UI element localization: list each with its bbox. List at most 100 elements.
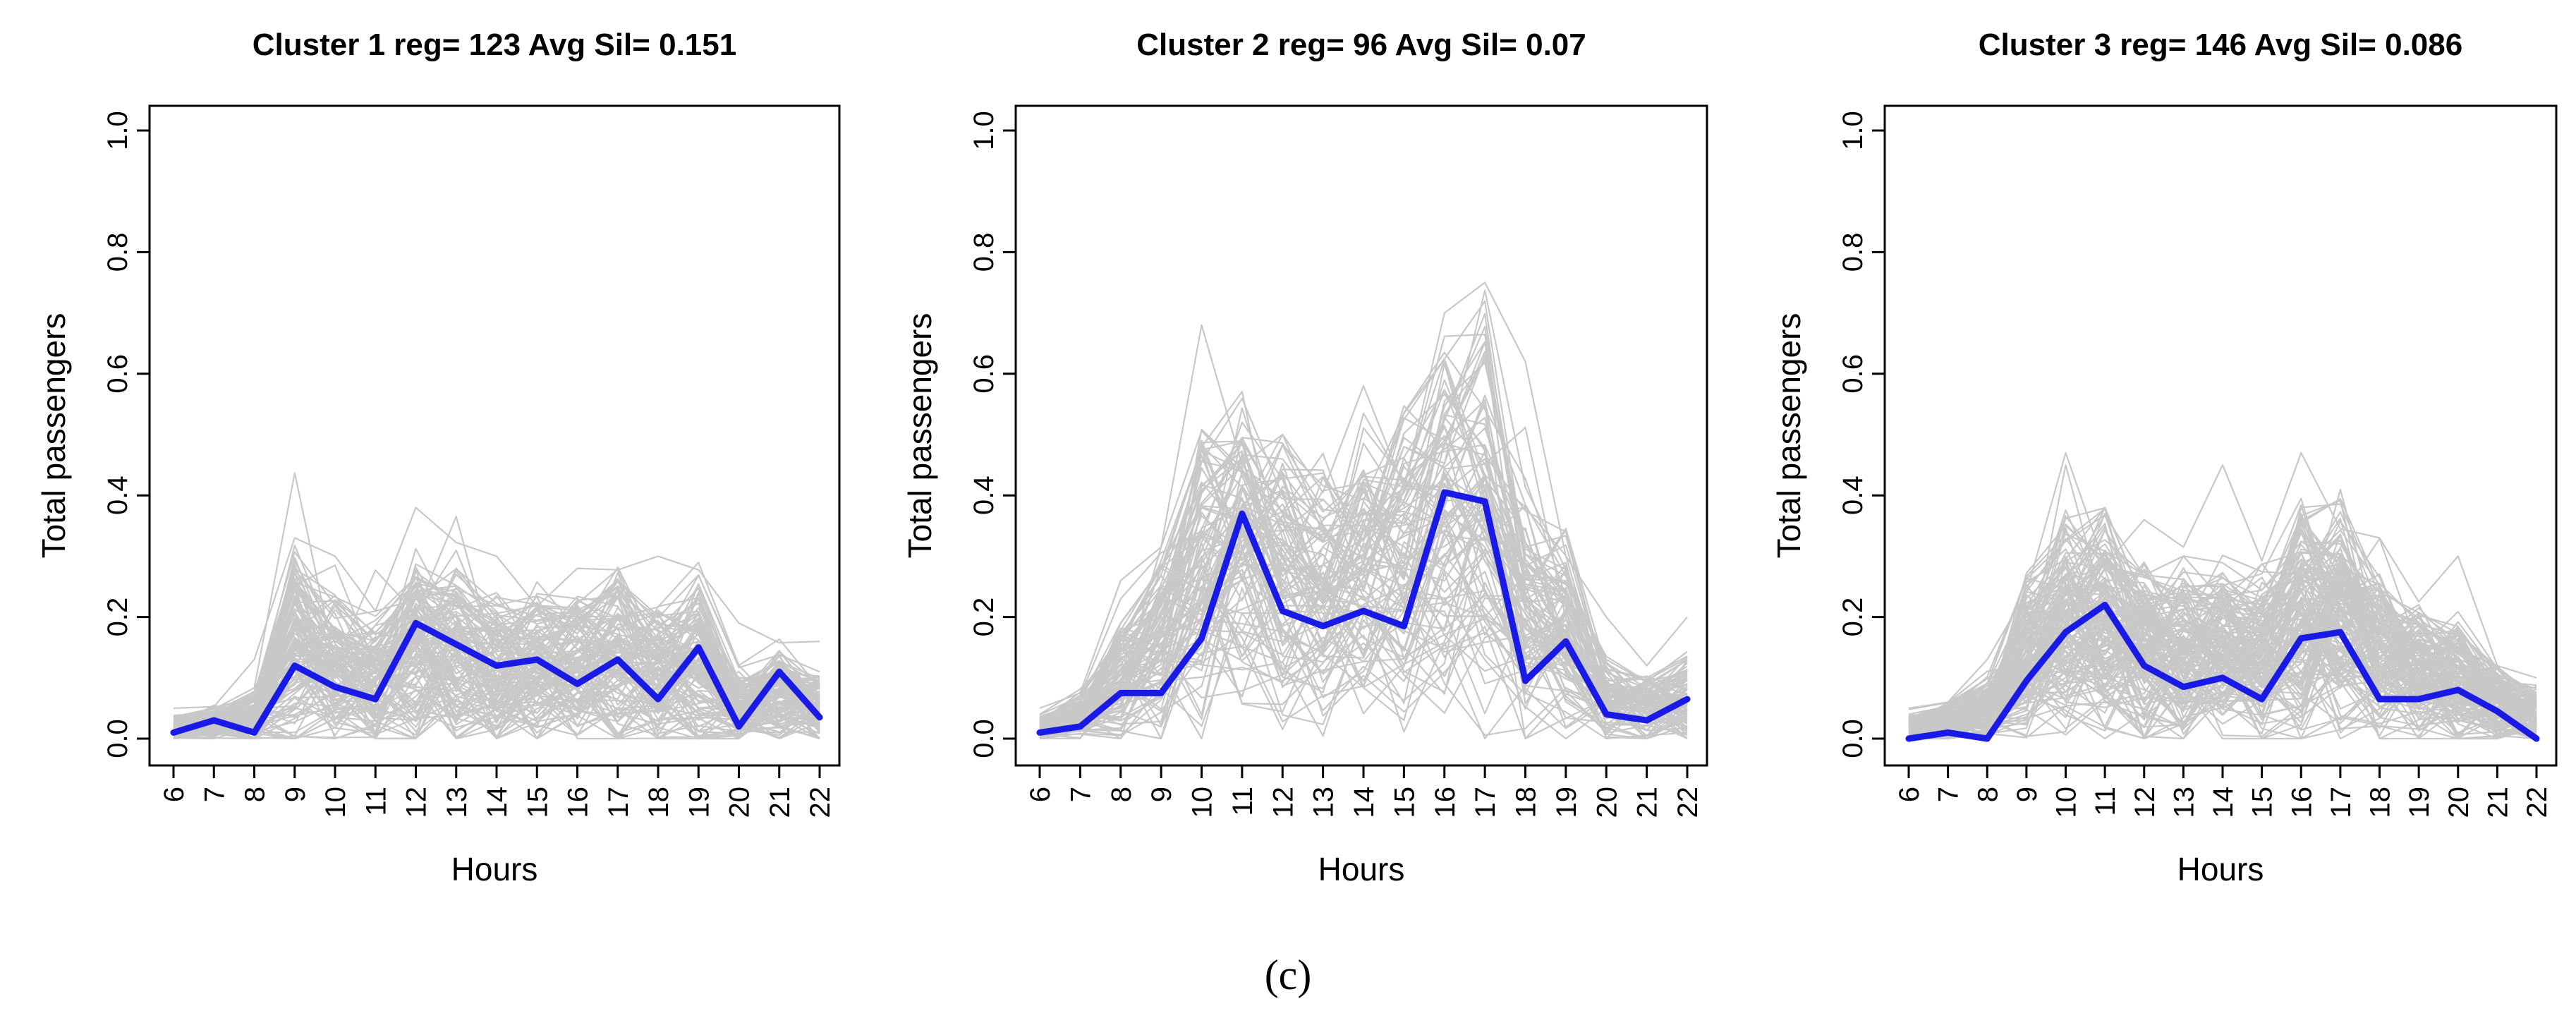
member-profile-line bbox=[1908, 593, 2537, 740]
member-profile-line bbox=[1039, 528, 1688, 735]
x-tick-label: 17 bbox=[603, 787, 634, 818]
x-tick-label: 12 bbox=[2130, 787, 2161, 818]
member-profile-line bbox=[1039, 483, 1688, 733]
x-tick-label: 11 bbox=[1227, 787, 1258, 816]
x-tick-label: 7 bbox=[199, 787, 230, 802]
y-tick-label: 1.0 bbox=[968, 111, 1000, 150]
x-tick-label: 9 bbox=[2012, 787, 2043, 802]
mean-line bbox=[170, 619, 823, 736]
x-tick-label: 7 bbox=[1933, 787, 1964, 802]
member-profile-line bbox=[1039, 425, 1688, 729]
x-tick-label: 18 bbox=[643, 787, 674, 818]
x-tick-label: 15 bbox=[1389, 787, 1420, 818]
member-profile-line bbox=[1908, 464, 2537, 710]
x-tick-label: 8 bbox=[240, 787, 271, 802]
member-profile-line bbox=[173, 663, 820, 740]
y-tick-label: 0.8 bbox=[102, 233, 133, 272]
member-profile-line bbox=[1039, 405, 1688, 725]
member-profile-line bbox=[173, 564, 820, 720]
y-tick-label: 0.0 bbox=[968, 719, 1000, 758]
member-profile-line bbox=[1908, 643, 2537, 740]
y-tick-label: 0.0 bbox=[102, 719, 133, 758]
x-tick-label: 11 bbox=[360, 787, 391, 816]
member-profile-line bbox=[1908, 586, 2537, 734]
x-tick-label: 16 bbox=[2286, 787, 2317, 818]
x-tick-label: 14 bbox=[2208, 787, 2239, 818]
y-tick-label: 0.0 bbox=[1837, 719, 1869, 758]
y-tick-label: 0.6 bbox=[1837, 354, 1869, 394]
member-profile-line bbox=[1039, 444, 1688, 731]
x-tick-label: 14 bbox=[482, 787, 513, 818]
member-profile-line bbox=[1908, 452, 2537, 709]
x-tick-label: 17 bbox=[2326, 787, 2357, 818]
y-tick-label: 0.4 bbox=[102, 475, 133, 515]
x-tick-label: 20 bbox=[2443, 787, 2474, 818]
x-tick-label: 10 bbox=[320, 787, 351, 818]
member-profile-line bbox=[1908, 558, 2537, 728]
member-profile-line bbox=[1039, 281, 1688, 709]
x-tick-label: 21 bbox=[765, 787, 796, 818]
x-tick-label: 15 bbox=[522, 787, 553, 818]
mean-line bbox=[1036, 489, 1691, 736]
member-profile-line bbox=[1039, 394, 1688, 725]
background-profiles bbox=[1039, 281, 1688, 740]
x-tick-label: 7 bbox=[1065, 787, 1096, 802]
y-tick-label: 0.6 bbox=[102, 354, 133, 394]
member-profile-line bbox=[1908, 598, 2537, 733]
x-tick-label: 12 bbox=[1268, 787, 1299, 818]
member-profile-line bbox=[1908, 580, 2537, 739]
y-tick-label: 0.2 bbox=[1837, 598, 1869, 637]
member-profile-line bbox=[1908, 620, 2537, 740]
x-tick-label: 17 bbox=[1470, 787, 1501, 818]
x-tick-label: 22 bbox=[1672, 787, 1703, 818]
member-profile-line bbox=[1908, 552, 2537, 723]
x-tick-label: 10 bbox=[2051, 787, 2082, 818]
chart-panels: Cluster 1 reg= 123 Avg Sil= 0.151 0.0 0.2 0… bbox=[35, 28, 2558, 887]
x-tick-label: 6 bbox=[1025, 787, 1056, 802]
member-profile-line bbox=[173, 679, 820, 740]
member-profile-line bbox=[1908, 586, 2537, 732]
mean-line bbox=[1905, 601, 2540, 742]
member-profile-line bbox=[1039, 427, 1688, 725]
chart-panel-3: Cluster 3 reg= 146 Avg Sil= 0.086 0.0 0.2 0… bbox=[1770, 28, 2558, 887]
member-profile-line bbox=[173, 612, 820, 739]
chart-panel-1: Cluster 1 reg= 123 Avg Sil= 0.151 0.0 0.2 0… bbox=[35, 28, 841, 887]
member-profile-line bbox=[173, 507, 820, 709]
x-tick-label: 18 bbox=[2365, 787, 2396, 818]
x-axis-label: Hours bbox=[451, 851, 538, 887]
member-profile-line bbox=[1039, 416, 1688, 721]
y-tick-label: 1.0 bbox=[102, 111, 133, 150]
member-profile-line bbox=[1039, 351, 1688, 725]
background-profiles bbox=[1908, 452, 2537, 740]
member-profile-line bbox=[173, 628, 820, 740]
x-tick-label: 21 bbox=[2482, 787, 2513, 818]
x-tick-label: 19 bbox=[684, 787, 715, 818]
member-profile-line bbox=[1908, 514, 2537, 722]
member-profile-line bbox=[1039, 444, 1688, 727]
x-tick-label: 20 bbox=[1591, 787, 1622, 818]
member-profile-line bbox=[173, 676, 820, 740]
y-axis-label: Total passengers bbox=[1770, 313, 1807, 559]
chart-panel-2: Cluster 2 reg= 96 Avg Sil= 0.07 0.0 0.2 0.4… bbox=[901, 28, 1708, 887]
x-tick-label: 12 bbox=[401, 787, 432, 818]
member-profile-line bbox=[1039, 358, 1688, 715]
x-tick-label: 8 bbox=[1972, 787, 2003, 802]
x-tick-label: 13 bbox=[442, 787, 473, 818]
x-tick-label: 14 bbox=[1349, 787, 1380, 818]
y-tick-label: 0.8 bbox=[968, 233, 1000, 272]
x-tick-label: 22 bbox=[805, 787, 836, 818]
x-axis-label: Hours bbox=[1318, 851, 1405, 887]
x-tick-label: 11 bbox=[2090, 787, 2121, 816]
x-tick-label: 13 bbox=[2168, 787, 2199, 818]
x-tick-label: 8 bbox=[1106, 787, 1137, 802]
member-profile-line bbox=[173, 547, 820, 731]
y-axis-label: Total passengers bbox=[901, 313, 938, 559]
x-tick-label: 15 bbox=[2247, 787, 2278, 818]
member-profile-line bbox=[173, 632, 820, 734]
member-profile-line bbox=[173, 567, 820, 722]
y-tick-label: 0.2 bbox=[968, 598, 1000, 637]
background-profiles bbox=[173, 472, 820, 740]
member-profile-line bbox=[1039, 360, 1688, 732]
x-tick-label: 9 bbox=[280, 787, 311, 802]
